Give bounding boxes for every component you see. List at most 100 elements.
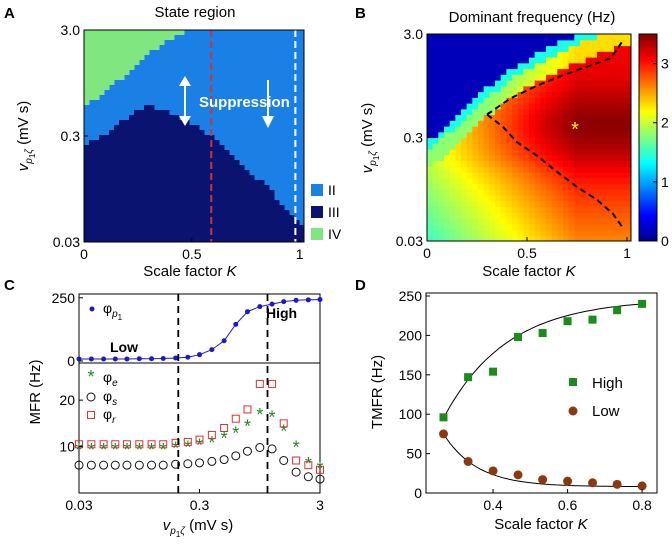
- heatmap-cell: [472, 137, 479, 144]
- heatmap-cell: [614, 51, 621, 58]
- heatmap-cell: [602, 68, 609, 75]
- heatmap-cell: [461, 85, 468, 93]
- heatmap-cell: [449, 68, 456, 75]
- heatmap-cell: [512, 223, 519, 231]
- heatmap-cell: [574, 51, 581, 58]
- heatmap-cell: [461, 143, 468, 150]
- heatmap-cell: [563, 91, 570, 98]
- heatmap-cell: [517, 114, 524, 121]
- heatmap-cell: [557, 103, 564, 110]
- x-tick-label: 3: [316, 497, 324, 513]
- heatmap-cell: [540, 229, 547, 236]
- heatmap-cell: [432, 126, 439, 133]
- heatmap-cell: [472, 74, 479, 81]
- heatmap-cell: [546, 126, 553, 133]
- heatmap-cell: [568, 229, 575, 236]
- heatmap-cell: [489, 74, 496, 81]
- heatmap-cell: [517, 108, 524, 116]
- heatmap-cell: [585, 45, 592, 52]
- heatmap-cell: [455, 177, 462, 185]
- heatmap-cell: [512, 166, 519, 173]
- heatmap-cell: [534, 218, 541, 225]
- phi-e-point: *: [256, 405, 263, 425]
- heatmap-cell: [512, 57, 519, 64]
- heatmap-cell: [540, 154, 547, 162]
- heatmap-cell: [466, 154, 473, 162]
- heatmap-cell: [444, 195, 451, 202]
- heatmap-cell: [591, 223, 598, 231]
- heatmap-cell: [585, 183, 592, 190]
- heatmap-cell: [512, 235, 519, 241]
- heatmap-cell: [478, 137, 485, 144]
- heatmap-cell: [580, 103, 587, 110]
- heatmap-cell: [483, 68, 490, 75]
- heatmap-cell: [495, 149, 502, 156]
- heatmap-cell: [602, 149, 609, 156]
- heatmap-cell: [614, 45, 621, 52]
- heatmap-cell: [563, 143, 570, 150]
- heatmap-cell: [489, 45, 496, 52]
- heatmap-cell: [472, 235, 479, 241]
- heatmap-cell: [444, 235, 451, 241]
- heatmap-cell: [449, 223, 456, 231]
- heatmap-cell: [500, 149, 507, 156]
- heatmap-cell: [546, 57, 553, 64]
- colorbar-ticks: 0 1 2 3: [653, 56, 669, 249]
- heatmap-cell: [483, 103, 490, 110]
- heatmap-cell: [444, 131, 451, 139]
- heatmap-cell: [551, 34, 558, 41]
- heatmap-cell: [449, 131, 456, 139]
- heatmap-cell: [506, 120, 513, 127]
- heatmap-cell: [608, 177, 615, 185]
- heatmap-cell: [444, 177, 451, 185]
- heatmap-cell: [619, 114, 626, 121]
- heatmap-cell: [597, 183, 604, 190]
- heatmap-cell: [500, 85, 507, 93]
- heatmap-cell: [546, 177, 553, 185]
- heatmap-cell: [466, 206, 473, 213]
- heatmap-cell: [438, 97, 445, 104]
- heatmap-cell: [619, 166, 626, 173]
- heatmap-cell: [449, 229, 456, 236]
- heatmap-cell: [568, 154, 575, 162]
- x-tick-label: 0.03: [65, 497, 92, 513]
- heatmap-cell: [461, 62, 468, 70]
- heatmap-cell: [597, 154, 604, 162]
- heatmap-cell: [455, 91, 462, 98]
- heatmap-cell: [432, 195, 439, 202]
- heatmap-cell: [619, 143, 626, 150]
- heatmap-cell: [602, 131, 609, 139]
- low-point: [637, 481, 647, 491]
- y-tick-label: 3.0: [61, 22, 81, 38]
- low-point: [563, 476, 573, 486]
- heatmap-cell: [625, 120, 631, 127]
- heatmap-cell: [534, 143, 541, 150]
- heatmap-cell: [455, 223, 462, 231]
- low-point: [488, 466, 498, 476]
- heatmap-cell: [614, 177, 621, 185]
- heatmap-cell: [625, 218, 631, 225]
- heatmap-cell: [580, 212, 587, 219]
- heatmap-cell: [512, 103, 519, 110]
- heatmap-cell: [523, 57, 530, 64]
- heatmap-cell: [517, 149, 524, 156]
- heatmap-cell: [495, 114, 502, 121]
- heatmap-cell: [461, 74, 468, 81]
- heatmap-cell: [512, 195, 519, 202]
- heatmap-cell: [557, 206, 564, 213]
- heatmap-cell: [602, 85, 609, 93]
- heatmap-cell: [512, 183, 519, 190]
- heatmap-cell: [534, 183, 541, 190]
- heatmap-cell: [438, 166, 445, 173]
- heatmap-cell: [602, 166, 609, 173]
- heatmap-cell: [427, 137, 434, 144]
- x-tick-label: 0: [423, 245, 431, 261]
- heatmap-cell: [438, 160, 445, 167]
- heatmap-cell: [625, 45, 631, 52]
- heatmap-cell: [500, 195, 507, 202]
- heatmap-cell: [517, 172, 524, 179]
- heatmap-cell: [461, 57, 468, 64]
- high-fit-curve: [443, 303, 643, 419]
- heatmap-cell: [540, 120, 547, 127]
